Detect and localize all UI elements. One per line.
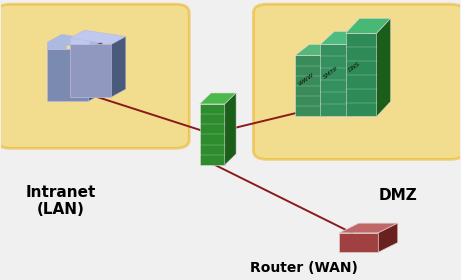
Polygon shape [225, 93, 236, 165]
Polygon shape [89, 41, 103, 101]
Polygon shape [326, 45, 340, 116]
Polygon shape [70, 38, 89, 44]
Polygon shape [200, 104, 225, 165]
FancyBboxPatch shape [0, 4, 189, 148]
Polygon shape [112, 36, 126, 97]
Polygon shape [339, 223, 398, 233]
Polygon shape [377, 18, 390, 116]
Polygon shape [320, 31, 366, 44]
Text: Intranet
(LAN): Intranet (LAN) [26, 185, 96, 217]
Polygon shape [70, 44, 112, 97]
Polygon shape [200, 93, 236, 104]
Polygon shape [339, 233, 378, 252]
Polygon shape [351, 31, 366, 116]
Polygon shape [47, 48, 89, 101]
Text: DMZ: DMZ [378, 188, 417, 203]
Polygon shape [295, 55, 326, 116]
Polygon shape [47, 34, 103, 48]
Text: Router (WAN): Router (WAN) [250, 260, 358, 274]
Polygon shape [47, 42, 66, 48]
FancyBboxPatch shape [254, 4, 461, 159]
Text: WWW: WWW [297, 73, 315, 87]
Polygon shape [345, 33, 377, 116]
Polygon shape [378, 223, 398, 252]
Text: DNS: DNS [348, 60, 362, 73]
Polygon shape [295, 45, 340, 55]
Polygon shape [320, 44, 351, 116]
Polygon shape [345, 18, 390, 33]
Polygon shape [70, 30, 126, 44]
Text: SMTP: SMTP [323, 66, 339, 80]
